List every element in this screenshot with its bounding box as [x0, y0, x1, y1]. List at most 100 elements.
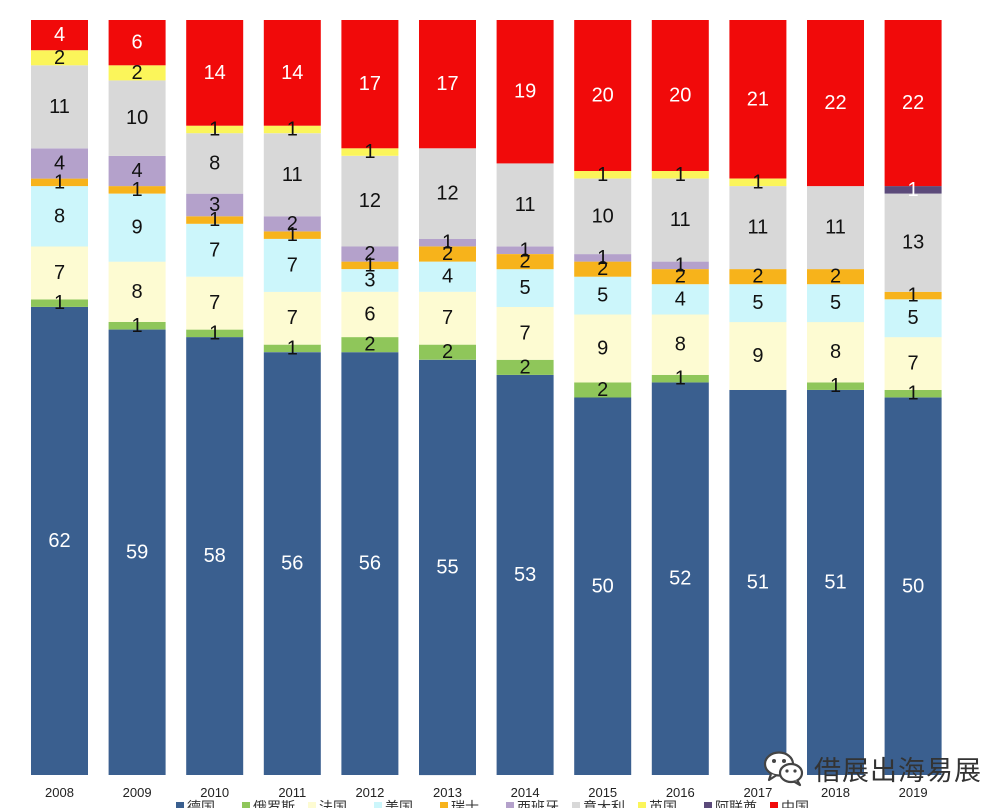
- bar-segment-2019-4: [884, 291, 942, 300]
- bar-segment-2013-1: [419, 344, 476, 360]
- bar-segment-2015-5: [574, 254, 632, 262]
- bar-segment-2008-0: [31, 306, 88, 775]
- data-label-2012-6: 12: [359, 190, 381, 212]
- bar-segment-2016-5: [651, 261, 709, 270]
- bar-segment-2018-2: [807, 322, 864, 383]
- bar-segment-2019-9: [884, 20, 942, 187]
- data-label-2012-2: 6: [364, 304, 375, 326]
- bar-segment-2008-2: [31, 246, 88, 300]
- bar-segment-2012-7: [341, 148, 399, 156]
- bar-segment-2013-6: [419, 148, 476, 239]
- legend-label-0: 德国: [187, 800, 215, 808]
- legend-swatch-0: [176, 802, 184, 808]
- legend: 德国 俄罗斯 法国 美国 瑞士 西班牙 意大利 英国 阿联酋 中国: [176, 799, 809, 808]
- bar-segment-2009-5: [108, 155, 166, 187]
- bar-segment-2013-4: [419, 246, 476, 262]
- data-label-2009-3: 9: [132, 217, 143, 239]
- bars-layer: [31, 20, 942, 776]
- data-label-2015-9: 20: [592, 85, 614, 107]
- data-label-2015-6: 10: [592, 205, 614, 227]
- data-label-2018-0: 51: [824, 572, 846, 594]
- data-label-2008-5: 4: [54, 153, 65, 175]
- x-tick-label-2017: 2017: [743, 785, 772, 800]
- legend-swatch-6: [572, 802, 580, 808]
- data-label-2016-3: 4: [675, 288, 686, 310]
- data-label-2014-1: 2: [520, 356, 531, 378]
- bar-segment-2011-5: [263, 216, 321, 232]
- data-label-2019-6: 13: [902, 232, 924, 254]
- data-label-2008-4: 1: [54, 171, 65, 193]
- legend-label-6: 意大利: [583, 799, 625, 808]
- data-label-2019-4: 1: [908, 285, 919, 307]
- data-label-2009-4: 1: [132, 179, 143, 201]
- bar-segment-2012-9: [341, 20, 399, 149]
- x-axis-ticks: 2008 2009 2010 2011 2012 2013 2014 2015 2016 2017…: [45, 785, 928, 800]
- data-label-2015-4: 2: [597, 258, 608, 280]
- bar-segment-2015-1: [574, 382, 632, 398]
- bar-segment-2016-0: [651, 382, 709, 775]
- bar-segment-2014-2: [496, 306, 554, 360]
- data-label-2010-5: 3: [209, 194, 220, 216]
- data-label-2009-6: 10: [126, 107, 148, 129]
- bar-segment-2012-2: [341, 291, 399, 338]
- bar-segment-2008-4: [31, 178, 88, 187]
- data-label-2015-1: 2: [597, 379, 608, 401]
- bar-segment-2010-4: [186, 216, 244, 224]
- data-label-2008-2: 7: [54, 262, 65, 284]
- bar-segment-2013-2: [419, 291, 476, 345]
- bar-segment-2013-5: [419, 238, 476, 247]
- x-tick-label-2015: 2015: [588, 785, 617, 800]
- bar-segment-2009-7: [108, 65, 166, 81]
- data-label-2017-0: 51: [747, 572, 769, 594]
- bar-segment-2017-3: [729, 284, 787, 323]
- data-label-2012-5: 2: [364, 243, 375, 265]
- data-label-2015-2: 9: [597, 337, 608, 359]
- data-label-2011-2: 7: [287, 307, 298, 329]
- data-label-2015-5: 1: [597, 247, 608, 269]
- bar-segment-2016-6: [651, 178, 709, 262]
- legend-swatch-7: [638, 802, 646, 808]
- data-label-2019-8: 1: [908, 179, 919, 201]
- data-label-2008-1: 1: [54, 292, 65, 314]
- data-label-2017-3: 5: [752, 292, 763, 314]
- data-label-2014-6: 11: [515, 194, 536, 216]
- x-tick-label-2013: 2013: [433, 785, 462, 800]
- data-label-2009-7: 2: [132, 62, 143, 84]
- bar-segment-2013-9: [419, 20, 476, 149]
- bar-segment-2014-6: [496, 163, 554, 247]
- data-label-2013-9: 17: [436, 73, 458, 95]
- data-label-2011-6: 11: [282, 164, 303, 186]
- bar-segment-2016-2: [651, 314, 709, 375]
- bar-segment-2011-2: [263, 291, 321, 345]
- data-label-2016-9: 20: [669, 85, 691, 107]
- bar-segment-2019-3: [884, 299, 942, 338]
- data-label-2010-4: 1: [209, 209, 220, 231]
- bar-segment-2019-2: [884, 337, 942, 390]
- data-label-2011-1: 1: [287, 337, 298, 359]
- data-label-2014-9: 19: [514, 81, 536, 103]
- x-tick-label-2008: 2008: [45, 785, 74, 800]
- data-label-2016-1: 1: [675, 368, 686, 390]
- data-label-2016-7: 1: [675, 164, 686, 186]
- data-label-2016-0: 52: [669, 568, 691, 590]
- bar-segment-2015-6: [574, 178, 632, 255]
- bar-segment-2009-9: [108, 20, 166, 66]
- bar-segment-2011-9: [263, 20, 321, 126]
- data-label-2012-7: 1: [364, 141, 375, 163]
- bar-segment-2013-3: [419, 261, 476, 292]
- bar-segment-2012-0: [341, 352, 399, 775]
- legend-label-3: 美国: [385, 800, 413, 808]
- legend-label-9: 中国: [781, 800, 809, 808]
- data-label-2018-2: 8: [830, 341, 841, 363]
- bar-segment-2010-9: [186, 20, 244, 126]
- data-label-2017-2: 9: [752, 345, 763, 367]
- bar-segment-2010-3: [186, 223, 244, 277]
- bar-segment-2011-4: [263, 231, 321, 239]
- bar-segment-2008-5: [31, 148, 88, 179]
- data-label-2017-4: 2: [752, 266, 763, 288]
- bar-segment-2015-9: [574, 20, 632, 171]
- bar-segment-2009-4: [108, 186, 166, 194]
- data-label-2019-2: 7: [908, 353, 919, 375]
- bar-segment-2009-2: [108, 261, 166, 322]
- data-label-2009-5: 4: [132, 160, 143, 182]
